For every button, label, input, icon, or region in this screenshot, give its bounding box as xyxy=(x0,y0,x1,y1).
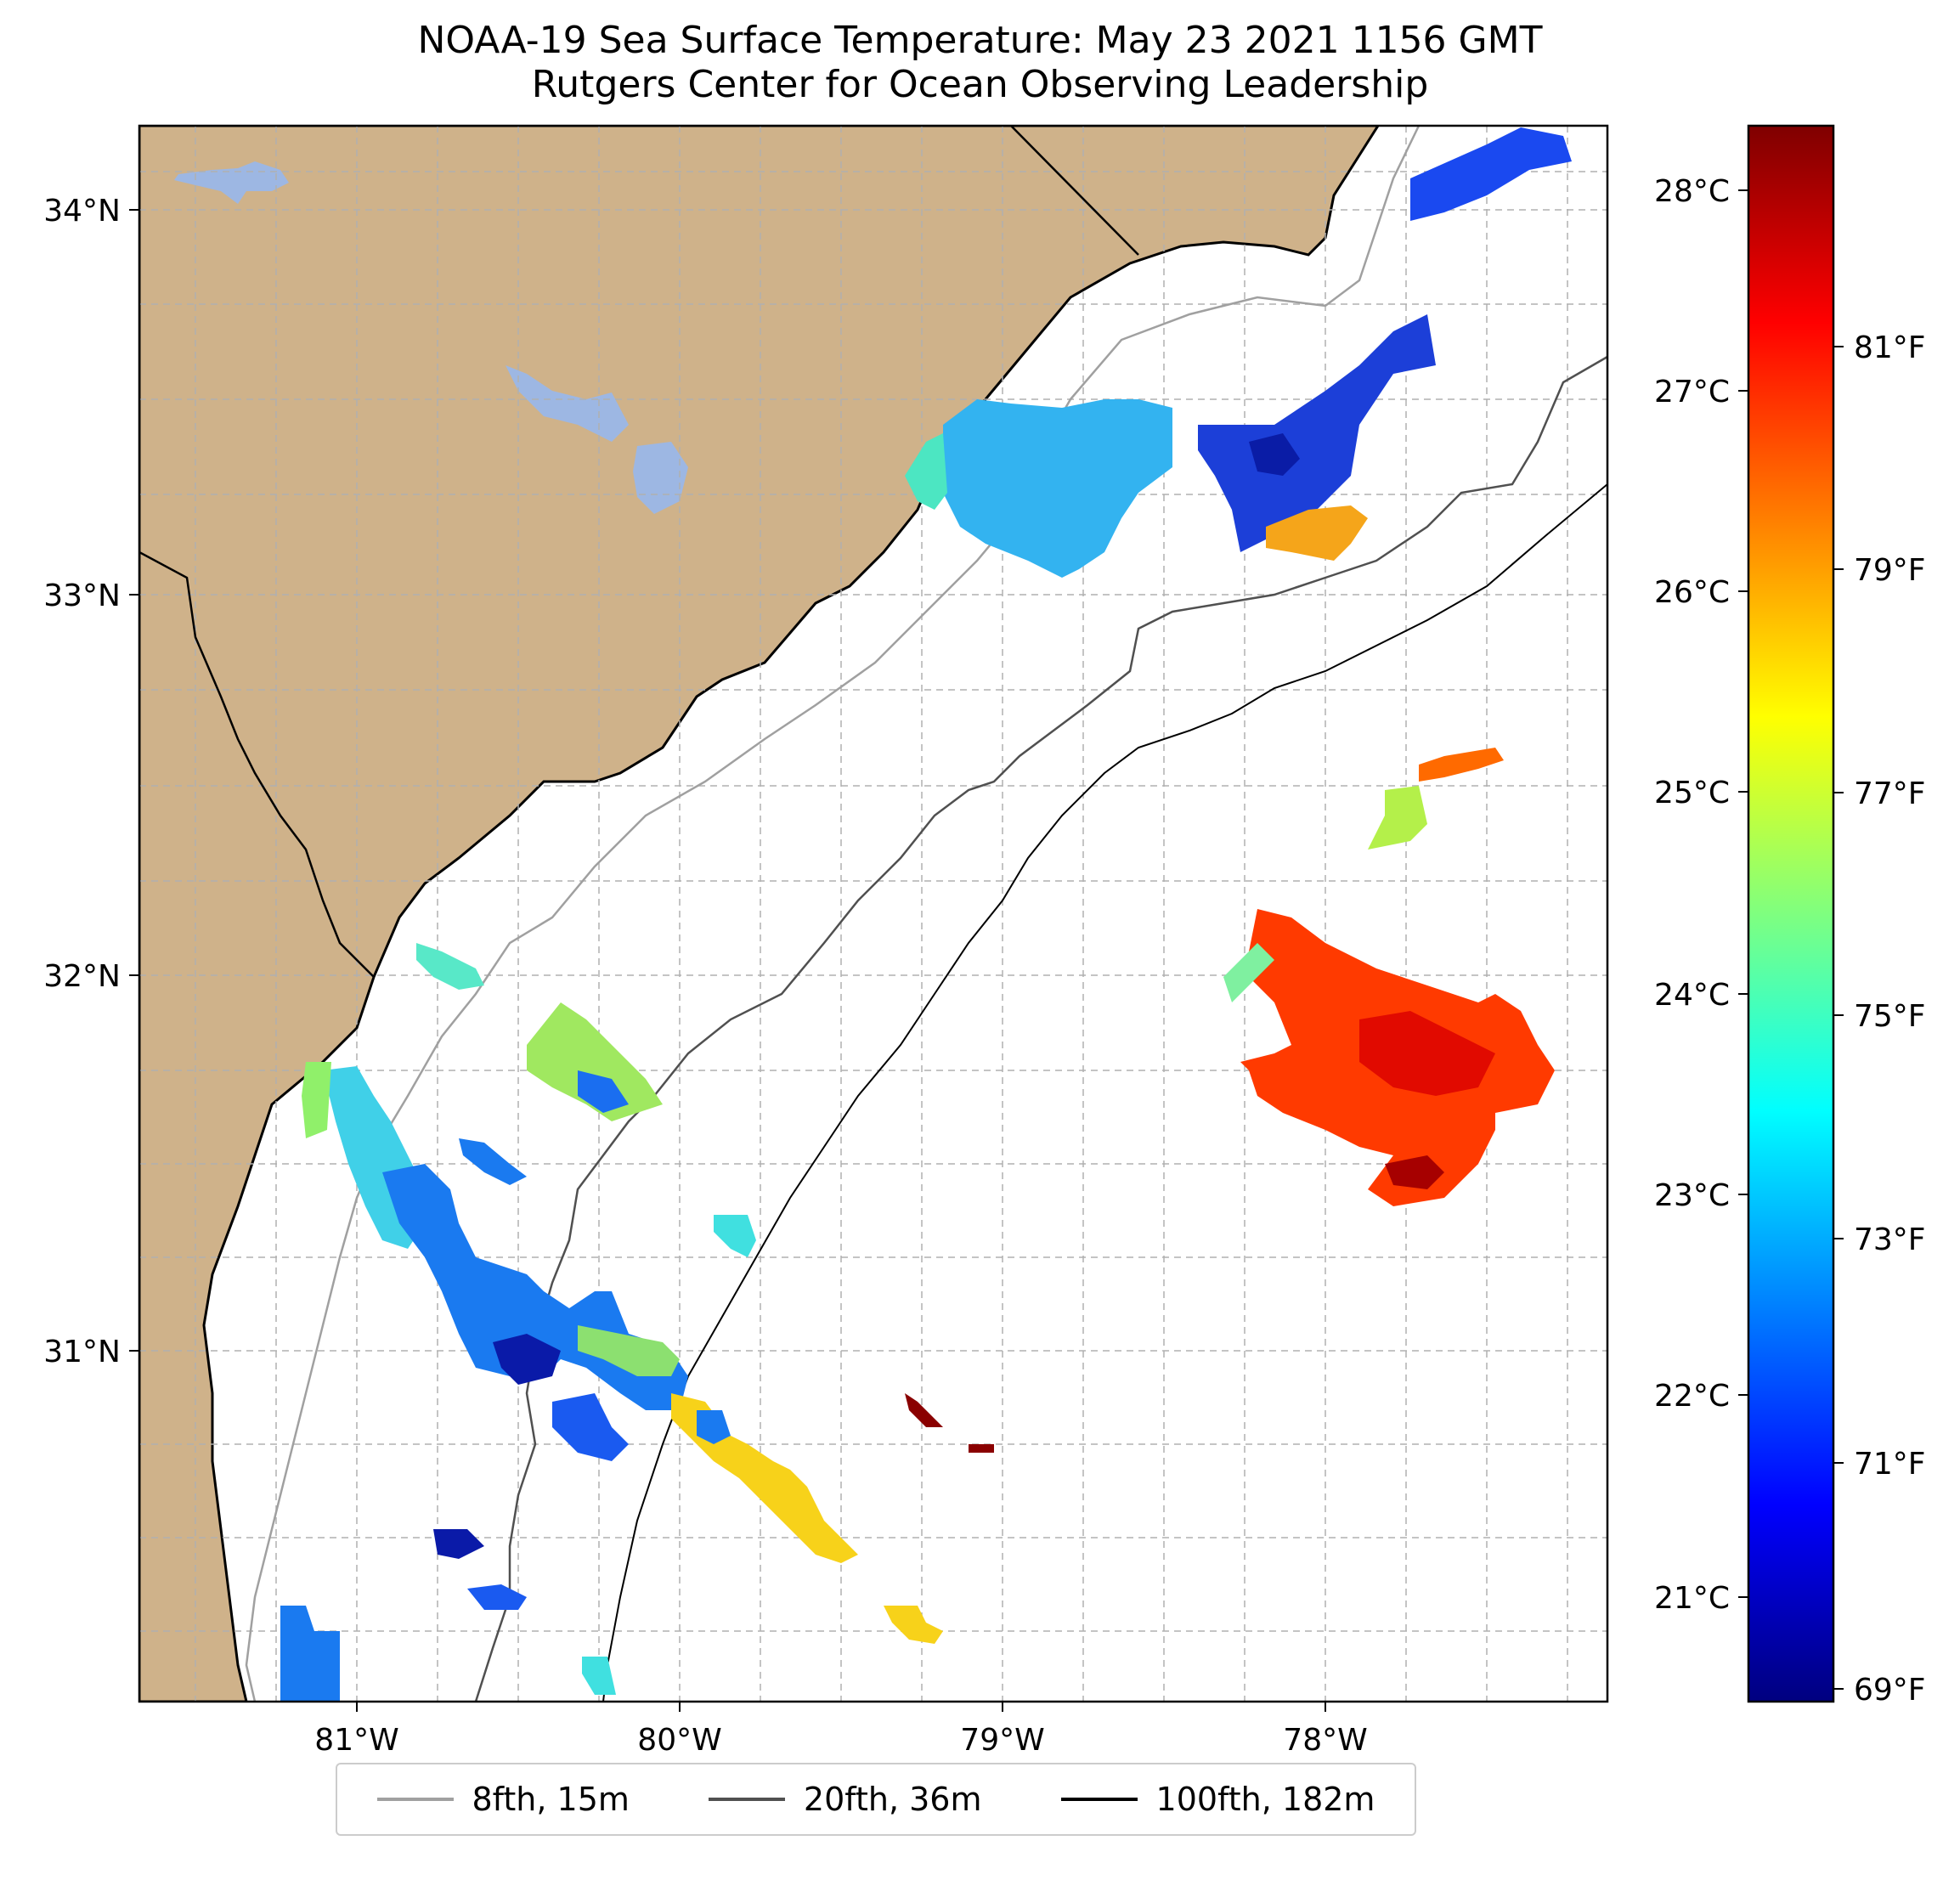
sst-patch-dark-red-2 xyxy=(969,1444,994,1453)
legend-item-20fth: 20fth, 36m xyxy=(708,1781,982,1818)
cbar-f-79: 79°F xyxy=(1854,553,1926,588)
land-area xyxy=(139,126,1380,1702)
sst-patches xyxy=(280,127,1572,1702)
sst-patch-offshore-east-small xyxy=(1419,748,1504,782)
cbar-c-27: 27°C xyxy=(1654,375,1730,409)
lon-label-80w: 80°W xyxy=(637,1723,721,1758)
cbar-c-25: 25°C xyxy=(1654,776,1730,810)
cbar-f-73: 73°F xyxy=(1854,1222,1926,1257)
sst-patch-savannah xyxy=(416,943,484,990)
sst-patch-cape-fear xyxy=(1198,314,1436,552)
sst-patch-cape-fear-warm xyxy=(1266,505,1368,561)
colorbar-gradient xyxy=(1747,124,1835,1703)
legend-item-100fth: 100fth, 182m xyxy=(1060,1781,1375,1818)
lake-moultrie-2 xyxy=(633,442,688,514)
legend-label-100fth: 100fth, 182m xyxy=(1155,1781,1375,1818)
sst-patch-ga-band-green xyxy=(578,1325,680,1376)
sst-patch-dark-blue-small xyxy=(433,1529,484,1559)
cbar-f-71: 71°F xyxy=(1854,1447,1926,1482)
lat-label-33n: 33°N xyxy=(43,579,121,613)
lat-label-31n: 31°N xyxy=(43,1335,121,1369)
lat-label-32n: 32°N xyxy=(43,959,121,994)
map-title: NOAA-19 Sea Surface Temperature: May 23 … xyxy=(0,19,1960,107)
title-line-2: Rutgers Center for Ocean Observing Leade… xyxy=(531,63,1429,106)
lon-label-79w: 79°W xyxy=(960,1723,1044,1758)
sst-patch-offshore-east-green xyxy=(1368,786,1427,850)
legend-line-8fth xyxy=(376,1798,454,1801)
lon-label-81w: 81°W xyxy=(314,1723,398,1758)
sst-patch-dark-red-1 xyxy=(905,1393,943,1427)
lat-label-34n: 34°N xyxy=(43,194,121,229)
legend-line-100fth xyxy=(1060,1798,1138,1801)
axis-ticks xyxy=(129,209,1326,1712)
state-border xyxy=(1010,126,1139,256)
cbar-c-23: 23°C xyxy=(1654,1178,1730,1213)
sst-patch-blue-south-2 xyxy=(467,1584,527,1610)
sst-patch-ga-big-dark xyxy=(493,1334,561,1385)
legend-item-8fth: 8fth, 15m xyxy=(376,1781,630,1818)
sst-patch-ga-coast-green xyxy=(302,1062,331,1138)
lon-label-78w: 78°W xyxy=(1283,1723,1367,1758)
sst-patch-cape-fear-dark xyxy=(1249,433,1300,476)
cbar-f-77: 77°F xyxy=(1854,776,1926,811)
cbar-f-75: 75°F xyxy=(1854,999,1926,1034)
isobath-legend: 8fth, 15m 20fth, 36m 100fth, 182m xyxy=(336,1763,1416,1836)
state-border-ga xyxy=(139,550,375,978)
sst-patch-mid-blob xyxy=(527,1002,663,1121)
cbar-f-69: 69°F xyxy=(1854,1673,1926,1708)
sst-patch-south-yellow xyxy=(884,1606,943,1644)
grid-lines xyxy=(139,126,1607,1702)
isobath-8fth xyxy=(245,126,1421,1702)
cbar-c-28: 28°C xyxy=(1654,174,1730,209)
sst-patch-gulfstream-dark xyxy=(1385,1155,1444,1189)
sst-patch-myrtle xyxy=(943,399,1172,578)
legend-label-20fth: 20fth, 36m xyxy=(803,1781,982,1818)
sst-patch-gulfstream-core xyxy=(1359,1011,1495,1096)
sst-patch-blue-south xyxy=(552,1393,629,1461)
sst-patch-gulfstream-edge xyxy=(1223,943,1274,1002)
sst-patch-small-cyan xyxy=(714,1215,756,1257)
cbar-f-81: 81°F xyxy=(1854,330,1926,365)
sst-patch-small-blue-1 xyxy=(459,1138,527,1185)
legend-label-8fth: 8fth, 15m xyxy=(472,1781,630,1818)
sst-patch-band-blue-tip xyxy=(697,1410,731,1444)
sst-patch-ne-top xyxy=(1410,127,1572,221)
sst-patch-myrtle-coast xyxy=(905,433,947,510)
cbar-c-22: 22°C xyxy=(1654,1379,1730,1414)
cbar-c-21: 21°C xyxy=(1654,1581,1730,1616)
lake-moultrie-1 xyxy=(506,365,629,442)
cbar-c-26: 26°C xyxy=(1654,575,1730,610)
sst-patch-mid-blob-blue xyxy=(578,1070,629,1113)
cbar-c-24: 24°C xyxy=(1654,978,1730,1013)
colorbar-ticks xyxy=(1738,189,1844,1690)
sst-patch-sw-corner xyxy=(280,1606,340,1702)
map-frame xyxy=(138,124,1609,1703)
sst-patch-small-cyan-2 xyxy=(582,1657,616,1695)
title-line-1: NOAA-19 Sea Surface Temperature: May 23 … xyxy=(417,19,1543,62)
legend-line-20fth xyxy=(708,1798,785,1801)
